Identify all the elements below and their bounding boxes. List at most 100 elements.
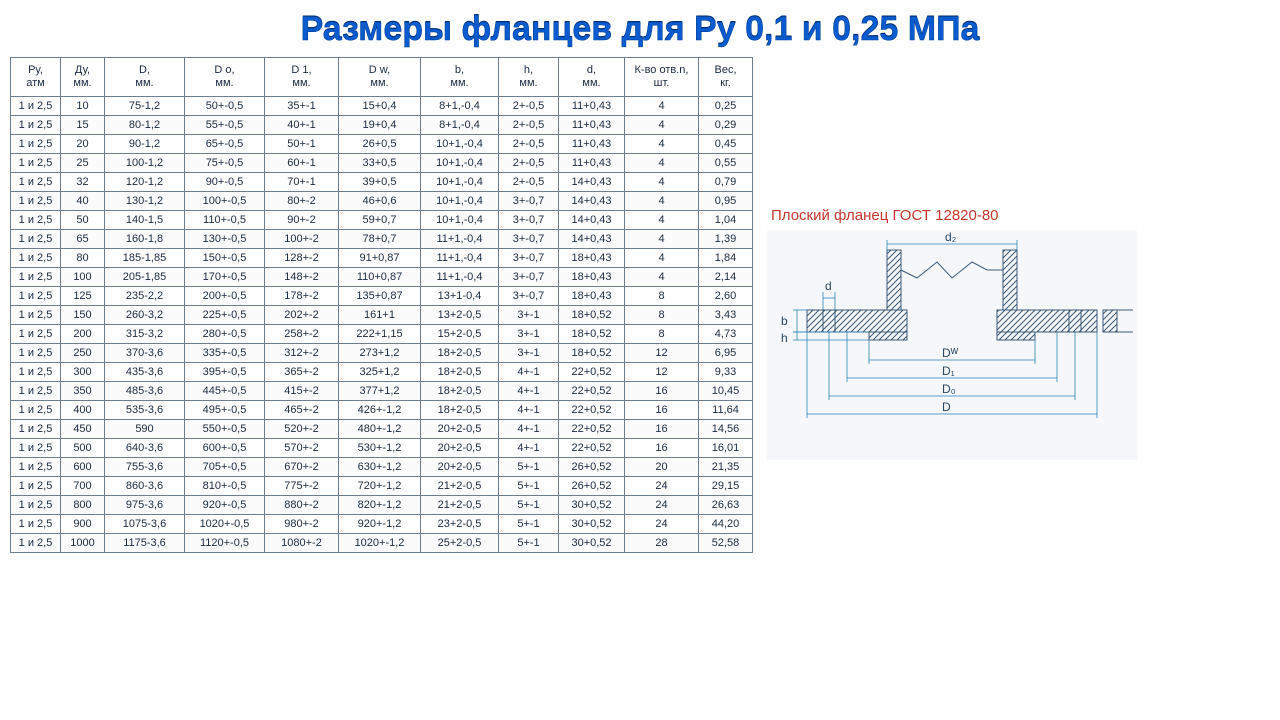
- table-row: 1 и 2,5400535-3,6495+-0,5465+-2426+-1,21…: [11, 401, 753, 420]
- cell: 1075-3,6: [105, 515, 185, 534]
- cell: 18+0,52: [559, 344, 625, 363]
- flange-size-table: Ру,атмДу,мм.D,мм.D o,мм.D 1,мм.D w,мм.b,…: [10, 57, 753, 553]
- cell: 80+-2: [265, 192, 339, 211]
- cell: 2+-0,5: [499, 116, 559, 135]
- cell: 10+1,-0,4: [421, 173, 499, 192]
- cell: 400: [61, 401, 105, 420]
- cell: 16: [625, 420, 699, 439]
- cell: 40: [61, 192, 105, 211]
- cell: 14+0,43: [559, 192, 625, 211]
- cell: 350: [61, 382, 105, 401]
- cell: 25+2-0,5: [421, 534, 499, 553]
- table-header: Ру,атмДу,мм.D,мм.D o,мм.D 1,мм.D w,мм.b,…: [11, 58, 753, 97]
- cell: 5+-1: [499, 496, 559, 515]
- cell: 4+-1: [499, 363, 559, 382]
- cell: 15+2-0,5: [421, 325, 499, 344]
- cell: 3+-1: [499, 306, 559, 325]
- cell: 1 и 2,5: [11, 192, 61, 211]
- cell: 0,29: [699, 116, 753, 135]
- cell: 9,33: [699, 363, 753, 382]
- cell: 40+-1: [265, 116, 339, 135]
- cell: 860-3,6: [105, 477, 185, 496]
- cell: 4: [625, 97, 699, 116]
- dim-d0-label: D₀: [942, 382, 956, 396]
- cell: 18+2-0,5: [421, 401, 499, 420]
- cell: 3+-0,7: [499, 230, 559, 249]
- cell: 50+-0,5: [185, 97, 265, 116]
- cell: 2,14: [699, 268, 753, 287]
- cell: 21+2-0,5: [421, 496, 499, 515]
- cell: 26+0,5: [339, 135, 421, 154]
- cell: 1 и 2,5: [11, 477, 61, 496]
- cell: 1 и 2,5: [11, 230, 61, 249]
- table-container: Ру,атмДу,мм.D,мм.D o,мм.D 1,мм.D w,мм.b,…: [10, 57, 753, 553]
- cell: 150: [61, 306, 105, 325]
- cell: 18+2-0,5: [421, 382, 499, 401]
- cell: 4: [625, 154, 699, 173]
- cell: 3+-0,7: [499, 249, 559, 268]
- cell: 22+0,52: [559, 363, 625, 382]
- cell: 0,79: [699, 173, 753, 192]
- cell: 2+-0,5: [499, 135, 559, 154]
- cell: 810+-0,5: [185, 477, 265, 496]
- cell: 178+-2: [265, 287, 339, 306]
- cell: 90-1,2: [105, 135, 185, 154]
- cell: 18+2-0,5: [421, 363, 499, 382]
- cell: 1020+-0,5: [185, 515, 265, 534]
- cell: 225+-0,5: [185, 306, 265, 325]
- cell: 44,20: [699, 515, 753, 534]
- cell: 11+0,43: [559, 116, 625, 135]
- cell: 11,64: [699, 401, 753, 420]
- cell: 1 и 2,5: [11, 154, 61, 173]
- cell: 18+0,52: [559, 306, 625, 325]
- cell: 161+1: [339, 306, 421, 325]
- cell: 570+-2: [265, 439, 339, 458]
- cell: 20+2-0,5: [421, 439, 499, 458]
- cell: 90+-0,5: [185, 173, 265, 192]
- cell: 258+-2: [265, 325, 339, 344]
- table-body: 1 и 2,51075-1,250+-0,535+-115+0,48+1,-0,…: [11, 97, 753, 553]
- cell: 170+-0,5: [185, 268, 265, 287]
- table-row: 1 и 2,51580-1,255+-0,540+-119+0,48+1,-0,…: [11, 116, 753, 135]
- cell: 485-3,6: [105, 382, 185, 401]
- cell: 975-3,6: [105, 496, 185, 515]
- col-header-4: D 1,мм.: [265, 58, 339, 97]
- table-row: 1 и 2,5800975-3,6920+-0,5880+-2820+-1,22…: [11, 496, 753, 515]
- cell: 450: [61, 420, 105, 439]
- cell: 110+0,87: [339, 268, 421, 287]
- cell: 33+0,5: [339, 154, 421, 173]
- cell: 4+-1: [499, 401, 559, 420]
- cell: 80-1,2: [105, 116, 185, 135]
- table-row: 1 и 2,5350485-3,6445+-0,5415+-2377+1,218…: [11, 382, 753, 401]
- cell: 3,43: [699, 306, 753, 325]
- dim-h-label: h: [781, 331, 788, 345]
- cell: 16: [625, 439, 699, 458]
- cell: 365+-2: [265, 363, 339, 382]
- cell: 4: [625, 173, 699, 192]
- cell: 100: [61, 268, 105, 287]
- cell: 14,56: [699, 420, 753, 439]
- cell: 1 и 2,5: [11, 306, 61, 325]
- cell: 78+0,7: [339, 230, 421, 249]
- cell: 14+0,43: [559, 173, 625, 192]
- cell: 1 и 2,5: [11, 211, 61, 230]
- cell: 0,95: [699, 192, 753, 211]
- cell: 590: [105, 420, 185, 439]
- cell: 900: [61, 515, 105, 534]
- cell: 500: [61, 439, 105, 458]
- cell: 20: [625, 458, 699, 477]
- cell: 46+0,6: [339, 192, 421, 211]
- content-area: Ру,атмДу,мм.D,мм.D o,мм.D 1,мм.D w,мм.b,…: [0, 57, 1280, 553]
- cell: 720+-1,2: [339, 477, 421, 496]
- cell: 4,73: [699, 325, 753, 344]
- cell: 15: [61, 116, 105, 135]
- cell: 11+1,-0,4: [421, 230, 499, 249]
- cell: 50+-1: [265, 135, 339, 154]
- cell: 530+-1,2: [339, 439, 421, 458]
- cell: 3+-0,7: [499, 192, 559, 211]
- col-header-3: D o,мм.: [185, 58, 265, 97]
- cell: 1 и 2,5: [11, 363, 61, 382]
- page-title: Размеры фланцев для Ру 0,1 и 0,25 МПа: [0, 0, 1280, 57]
- cell: 11+1,-0,4: [421, 249, 499, 268]
- cell: 52,58: [699, 534, 753, 553]
